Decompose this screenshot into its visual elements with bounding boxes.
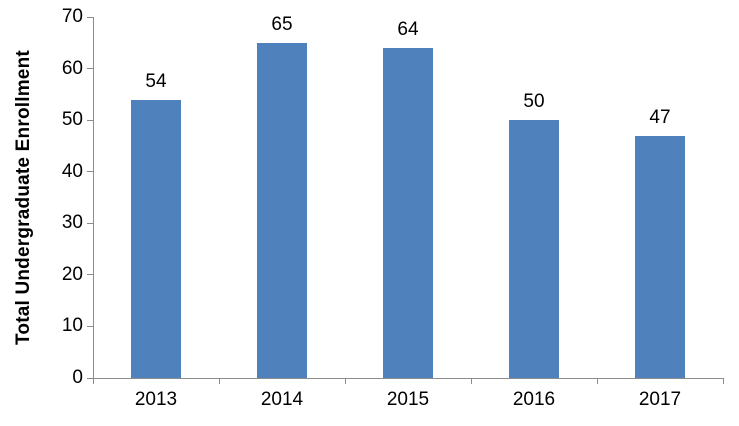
x-axis-tick (93, 378, 94, 384)
y-tick-label: 0 (72, 367, 83, 388)
bar-2015 (383, 47, 433, 378)
data-label-2015: 64 (397, 18, 419, 40)
y-axis-tick (87, 222, 93, 224)
y-tick-label: 10 (61, 315, 83, 337)
x-tick-label-2014: 2014 (260, 389, 304, 410)
y-axis-tick (87, 119, 93, 121)
x-tick-label-2016: 2016 (512, 389, 556, 410)
x-axis-tick (597, 378, 598, 384)
data-label-2016: 50 (523, 91, 545, 113)
y-axis-tick (87, 16, 93, 18)
data-label-2013: 54 (145, 70, 167, 92)
x-tick-label-2017: 2017 (638, 389, 682, 410)
y-axis-tick (87, 377, 93, 379)
x-axis-tick (219, 378, 220, 384)
bar-2013 (131, 99, 181, 378)
y-tick-label: 20 (61, 263, 83, 285)
y-axis-tick (87, 325, 93, 327)
y-axis-tick (87, 171, 93, 173)
y-tick-label: 30 (61, 212, 83, 234)
y-tick-label: 70 (61, 6, 83, 27)
bar-2016 (509, 120, 559, 378)
x-tick-label-2015: 2015 (386, 389, 430, 410)
bar-2014 (257, 42, 307, 378)
y-axis-tick (87, 274, 93, 276)
y-axis-line (93, 17, 94, 378)
y-tick-label: 40 (61, 160, 83, 182)
x-axis-line (93, 378, 724, 379)
x-axis-tick (345, 378, 346, 384)
bar-2017 (635, 135, 685, 378)
y-tick-label: 60 (61, 57, 83, 79)
x-axis-tick (723, 378, 724, 384)
y-tick-label: 50 (61, 109, 83, 131)
x-axis-tick (471, 378, 472, 384)
data-label-2014: 65 (271, 13, 293, 35)
data-label-2017: 47 (649, 106, 671, 128)
x-tick-label-2013: 2013 (134, 389, 178, 410)
y-axis-tick (87, 68, 93, 70)
